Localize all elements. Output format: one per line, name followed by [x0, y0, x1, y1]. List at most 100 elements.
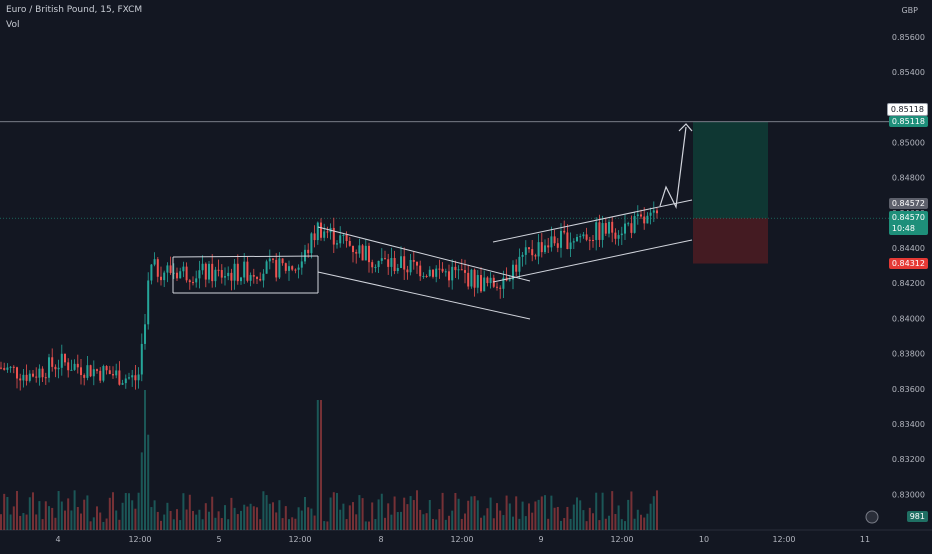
volume-bar [262, 491, 265, 530]
volume-bar [220, 518, 223, 530]
candle-body [224, 276, 226, 278]
volume-bar [339, 509, 342, 530]
volume-bar [252, 506, 255, 530]
y-tick-label: 0.83800 [892, 350, 925, 359]
volume-bar [499, 510, 502, 530]
volume-bar [300, 510, 303, 530]
x-tick-label: 12:00 [610, 535, 633, 544]
volume-bar [297, 507, 300, 530]
candle-body [432, 269, 434, 277]
volume-bar [460, 518, 463, 530]
candle-body [262, 273, 265, 281]
volume-bar [307, 507, 310, 530]
candle-body [150, 264, 153, 281]
volume-bar [556, 506, 559, 530]
candle-body [377, 260, 380, 268]
up-channel-top [492, 199, 693, 243]
candle-body [524, 247, 527, 255]
candle-body [438, 268, 441, 270]
candle-body [435, 268, 438, 277]
volume-bar [387, 503, 390, 530]
volume-bar [380, 493, 383, 530]
volume-bar [505, 495, 508, 530]
volume-bar [592, 513, 594, 530]
candle-body [176, 272, 178, 279]
volume-bar [256, 507, 258, 530]
candle-body [188, 280, 191, 283]
candle-body [96, 369, 98, 371]
volume-bar [320, 400, 322, 530]
projection-path [659, 126, 687, 210]
x-tick-label: 12:00 [288, 535, 311, 544]
candle-body [83, 375, 86, 378]
candle-body [352, 245, 354, 253]
candle-body [537, 242, 540, 257]
candle-body [480, 275, 482, 292]
y-tick-label: 0.84800 [892, 174, 925, 183]
candle-body [409, 259, 412, 273]
candle-body [624, 223, 626, 234]
candle-body [288, 266, 290, 271]
candle-body [246, 261, 249, 281]
candle-body [300, 261, 303, 268]
volume-bar [502, 515, 505, 530]
candle-body [563, 230, 566, 233]
volume-bar [12, 506, 15, 530]
candle-body [67, 362, 70, 371]
volume-bar [396, 512, 399, 530]
x-tick-label: 11 [860, 535, 870, 544]
volume-bar [579, 500, 582, 530]
candle-body [457, 269, 460, 271]
volume-bar [268, 503, 271, 530]
volume-bar [64, 510, 66, 530]
volume-bar [473, 496, 476, 530]
volume-bar [374, 519, 377, 530]
flag-icon [865, 510, 879, 524]
candle-body [560, 230, 562, 248]
candle-body [428, 269, 431, 277]
candle-body [297, 267, 300, 270]
volume-bar [588, 507, 591, 530]
volume-bar [566, 506, 569, 530]
candle-body [592, 240, 594, 242]
volume-bar [211, 496, 214, 530]
volume-bar [428, 500, 431, 530]
x-tick-label: 8 [378, 535, 383, 544]
volume-bar [572, 504, 575, 530]
candle-body [656, 210, 658, 214]
volume-bar [489, 497, 492, 530]
volume-bar [240, 510, 242, 530]
candle-body [572, 241, 575, 243]
volume-bar [464, 513, 466, 530]
volume-bar [601, 492, 604, 530]
volume-bar [604, 518, 607, 530]
candle-body [640, 214, 642, 217]
volume-bar [214, 517, 217, 530]
candle-body [265, 261, 268, 274]
volume-bar [265, 495, 268, 530]
x-tick-label: 10 [699, 535, 709, 544]
candle-body [166, 265, 169, 273]
candle-body [412, 259, 415, 262]
candle-body [374, 267, 377, 269]
volume-bar [32, 492, 34, 530]
volume-bar [236, 514, 239, 530]
volume-bar [563, 518, 566, 530]
candle-body [534, 255, 537, 257]
candle-body [3, 368, 6, 370]
up-channel-bottom [492, 239, 693, 283]
candle-body [233, 263, 236, 281]
candle-body [345, 234, 348, 242]
volume-bar [124, 493, 127, 530]
volume-bar [3, 493, 6, 530]
candle-body [0, 367, 2, 369]
volume-bar [188, 494, 191, 530]
candle-body [588, 239, 591, 241]
candle-body [425, 275, 428, 277]
candle-body [51, 357, 54, 367]
candle-body [323, 231, 326, 238]
candle-body [9, 366, 12, 368]
volume-bar [288, 519, 290, 530]
